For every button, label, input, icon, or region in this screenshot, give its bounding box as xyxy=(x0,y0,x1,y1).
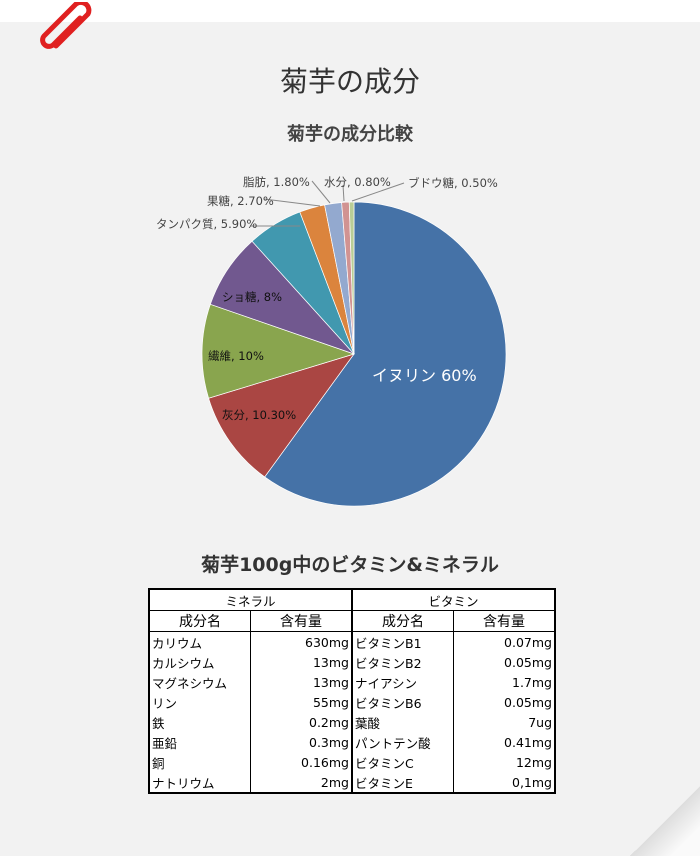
header-amount: 含有量 xyxy=(453,610,555,632)
pie-slice-0 xyxy=(264,201,507,507)
amount-cell: 0.41mg xyxy=(453,732,555,752)
label-glucose: ブドウ糖, 0.50% xyxy=(408,176,498,190)
table-row: リン 55mg ビタミンB6 0.05mg xyxy=(148,692,555,712)
table-row: 鉄 0.2mg 葉酸 7ug xyxy=(148,712,555,732)
name-cell: 銅 xyxy=(148,752,251,772)
table-row: 銅 0.16mg ビタミンC 12mg xyxy=(148,752,555,772)
header-name: 成分名 xyxy=(148,610,251,632)
leader-line xyxy=(263,198,321,207)
table-row: カリウム 630mg ビタミンB1 0.07mg xyxy=(148,631,555,652)
header-amount: 含有量 xyxy=(250,610,352,632)
leader-line xyxy=(311,180,331,204)
label-water: 水分, 0.80% xyxy=(324,175,391,189)
amount-cell: 0.05mg xyxy=(453,692,555,712)
table-row: カルシウム 13mg ビタミンB2 0.05mg xyxy=(148,652,555,672)
page-curl xyxy=(630,786,700,856)
amount-cell: 1.7mg xyxy=(453,672,555,692)
nutrient-table: ミネラル ビタミン 成分名 含有量 成分名 含有量 カリウム 630mg ビタミンB1… xyxy=(148,588,556,794)
name-cell: 葉酸 xyxy=(351,712,454,732)
amount-cell: 13mg xyxy=(250,652,352,672)
amount-cell: 2mg xyxy=(250,772,352,793)
pie-slice-8 xyxy=(348,201,355,355)
label-ash: 灰分, 10.30% xyxy=(222,408,297,422)
name-cell: 亜鉛 xyxy=(148,732,251,752)
label-fiber: 繊維, 10% xyxy=(208,349,264,363)
amount-cell: 0.16mg xyxy=(250,752,352,772)
group-vitamins: ビタミン xyxy=(351,589,555,611)
label-protein: タンパク質, 5.90% xyxy=(156,217,258,231)
label-fat: 脂肪, 1.80% xyxy=(243,175,310,189)
table-row: マグネシウム 13mg ナイアシン 1.7mg xyxy=(148,672,555,692)
table-row: 亜鉛 0.3mg パントテン酸 0.41mg xyxy=(148,732,555,752)
pie-chart xyxy=(201,180,507,507)
name-cell: ビタミンB2 xyxy=(351,652,454,672)
label-inulin: イヌリン 60% xyxy=(372,366,477,385)
amount-cell: 630mg xyxy=(250,631,352,652)
table-row: ナトリウム 2mg ビタミンE 0,1mg xyxy=(148,772,555,793)
name-cell: ビタミンC xyxy=(351,752,454,772)
amount-cell: 12mg xyxy=(453,752,555,772)
name-cell: リン xyxy=(148,692,251,712)
table-title: 菊芋100g中のビタミン&ミネラル xyxy=(201,554,499,576)
amount-cell: 0.3mg xyxy=(250,732,352,752)
leader-line xyxy=(351,182,405,202)
name-cell: ナイアシン xyxy=(351,672,454,692)
label-fructose: 果糖, 2.70% xyxy=(207,194,274,208)
paperclip-icon xyxy=(40,2,92,49)
pie-slice-2 xyxy=(201,303,356,399)
label-sucrose: ショ糖, 8% xyxy=(222,290,283,304)
name-cell: パントテン酸 xyxy=(351,732,454,752)
page-title: 菊芋の成分 xyxy=(279,65,420,98)
amount-cell: 55mg xyxy=(250,692,352,712)
amount-cell: 0.07mg xyxy=(453,631,555,652)
pie-slice-1 xyxy=(208,353,355,478)
group-minerals: ミネラル xyxy=(148,589,352,611)
amount-cell: 7ug xyxy=(453,712,555,732)
amount-cell: 13mg xyxy=(250,672,352,692)
name-cell: カリウム xyxy=(148,631,251,652)
name-cell: ナトリウム xyxy=(148,772,251,793)
name-cell: ビタミンB1 xyxy=(351,631,454,652)
chart-title: 菊芋の成分比較 xyxy=(287,124,413,145)
amount-cell: 0,1mg xyxy=(453,772,555,793)
name-cell: ビタミンB6 xyxy=(351,692,454,712)
name-cell: マグネシウム xyxy=(148,672,251,692)
leader-line xyxy=(342,184,345,202)
amount-cell: 0.2mg xyxy=(250,712,352,732)
name-cell: 鉄 xyxy=(148,712,251,732)
name-cell: ビタミンE xyxy=(351,772,454,793)
name-cell: カルシウム xyxy=(148,652,251,672)
amount-cell: 0.05mg xyxy=(453,652,555,672)
header-name: 成分名 xyxy=(351,610,454,632)
